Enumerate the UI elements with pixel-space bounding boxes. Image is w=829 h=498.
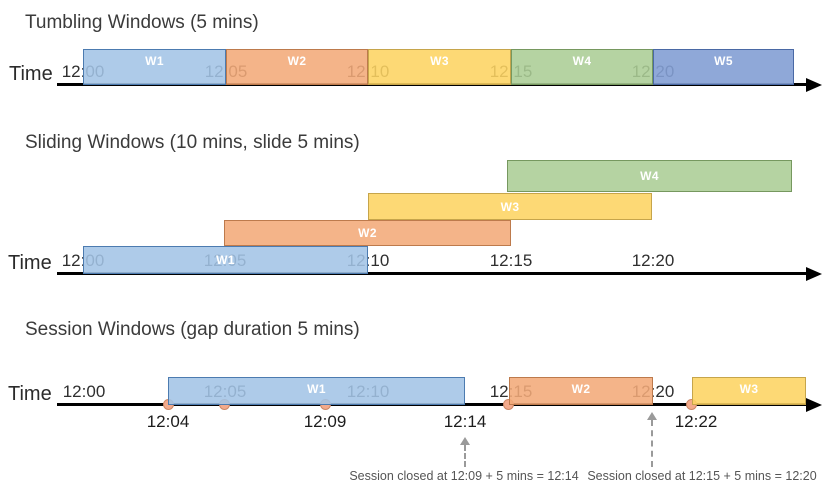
window-label: W3 <box>739 382 759 396</box>
window-box-w5 <box>653 49 794 85</box>
diagram-title: Session Windows (gap duration 5 mins) <box>25 319 360 340</box>
axis-tick-label: 12:15 <box>489 251 533 270</box>
window-box-w2 <box>224 220 511 246</box>
window-box-w1 <box>168 377 465 405</box>
time-axis <box>57 272 806 275</box>
window-label: W3 <box>500 199 520 214</box>
axis-arrowhead-icon <box>806 267 822 281</box>
session-closed-note: Session closed at 12:09 + 5 mins = 12:14 <box>349 469 579 483</box>
window-label: W4 <box>640 169 659 183</box>
window-label: W1 <box>307 382 326 396</box>
annotation-arrow-shaft <box>464 445 466 467</box>
window-label: W1 <box>216 253 235 267</box>
diagram-title: Sliding Windows (10 mins, slide 5 mins) <box>25 132 360 153</box>
window-box-w3 <box>692 377 806 405</box>
diagram-title: Tumbling Windows (5 mins) <box>25 12 259 33</box>
window-box-w1 <box>83 49 226 85</box>
window-label: W2 <box>358 226 377 240</box>
annotation-arrow-shaft <box>651 420 653 467</box>
event-time-label: 12:14 <box>443 412 487 431</box>
axis-tick-label: 12:20 <box>631 251 675 270</box>
event-time-label: 12:04 <box>146 412 190 431</box>
window-box-w3 <box>368 193 652 220</box>
window-label: W4 <box>572 54 592 68</box>
axis-tick-label: 12:00 <box>62 382 106 401</box>
window-box-w4 <box>511 49 653 85</box>
time-axis-label: Time <box>8 383 52 405</box>
annotation-arrow-head-icon <box>647 412 657 420</box>
axis-arrowhead-icon <box>806 78 822 92</box>
window-box-w2 <box>226 49 368 85</box>
window-box-w4 <box>507 160 792 192</box>
window-label: W3 <box>430 54 449 68</box>
window-label: W1 <box>145 54 164 68</box>
event-time-label: 12:22 <box>674 412 718 431</box>
window-label: W2 <box>287 54 307 68</box>
session-closed-note: Session closed at 12:15 + 5 mins = 12:20 <box>587 469 817 483</box>
window-box-w1 <box>83 246 368 274</box>
window-box-w2 <box>509 377 653 405</box>
event-time-label: 12:09 <box>303 412 347 431</box>
window-label: W5 <box>714 54 733 68</box>
axis-arrowhead-icon <box>806 398 822 412</box>
window-label: W2 <box>571 382 591 396</box>
annotation-arrow-head-icon <box>460 437 470 445</box>
time-axis-label: Time <box>9 63 53 85</box>
window-box-w3 <box>368 49 511 85</box>
time-axis-label: Time <box>8 252 52 274</box>
